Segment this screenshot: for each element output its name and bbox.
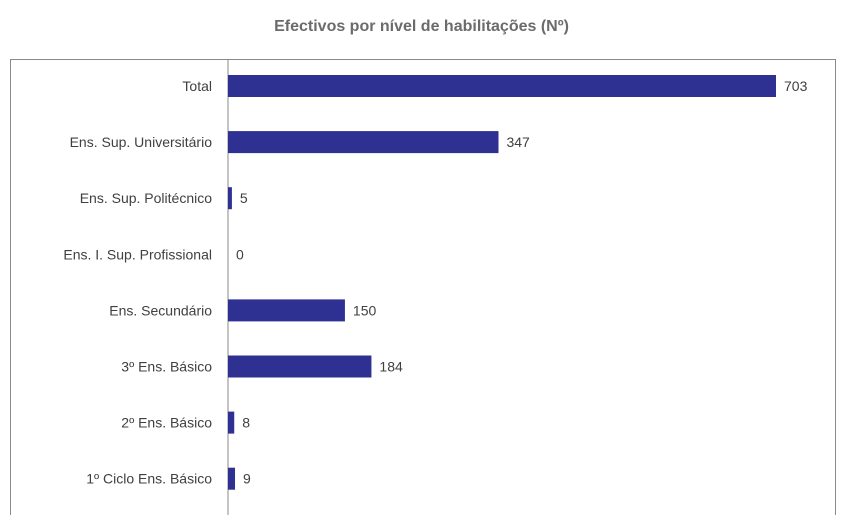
category-label: Ens. Sup. Politécnico [80,190,213,206]
chart-title: Efectivos por nível de habilitações (Nº) [274,18,569,35]
bar [228,299,345,322]
category-label: 2º Ens. Básico [121,415,212,431]
bar [228,355,372,378]
bar [228,467,236,490]
bar [228,131,499,154]
category-label: Ens. I. Sup. Profissional [63,246,212,262]
plot-frame [10,59,836,515]
data-label: 184 [379,359,403,375]
data-label: 5 [240,190,248,206]
data-label: 8 [242,415,250,431]
category-label: Total [182,78,212,94]
data-label: 703 [784,78,808,94]
bar [228,187,232,210]
data-label: 150 [353,302,377,318]
category-label: Ens. Sup. Universitário [70,134,213,150]
bar [228,411,235,434]
data-label: 9 [243,471,251,487]
data-label: 0 [236,246,244,262]
data-label: 347 [506,134,530,150]
category-label: 1º Ciclo Ens. Básico [86,471,212,487]
category-label: Ens. Secundário [109,302,212,318]
bar [228,75,776,97]
category-label: 3º Ens. Básico [121,359,212,375]
